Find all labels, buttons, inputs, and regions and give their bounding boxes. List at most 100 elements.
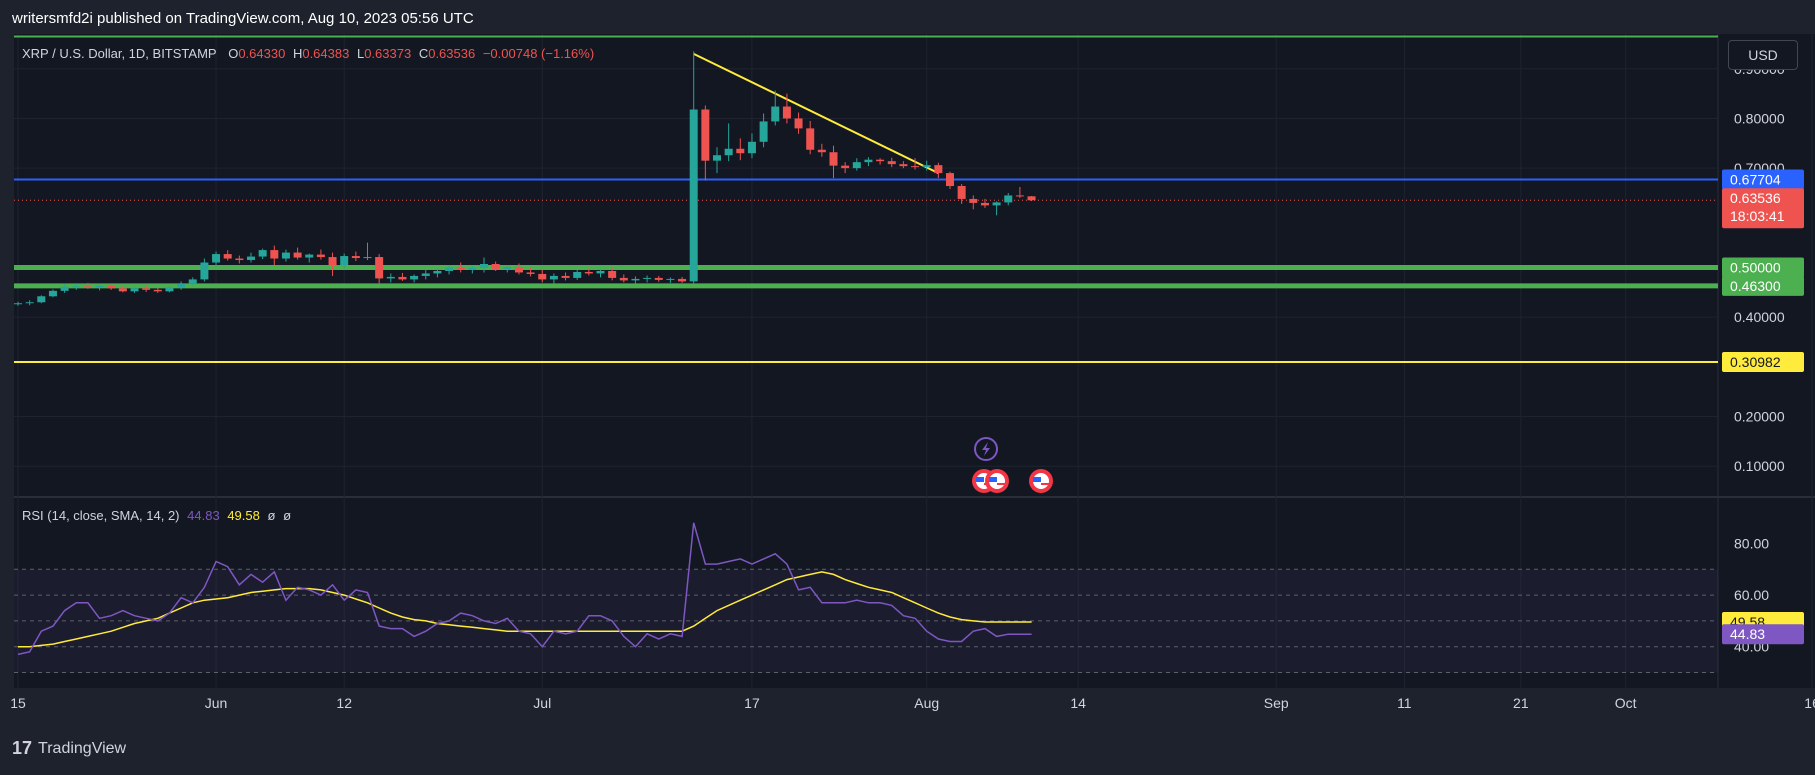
candle-body <box>771 106 780 122</box>
candle-body <box>60 286 69 291</box>
candle-body <box>95 285 104 288</box>
tradingview-logo-icon[interactable]: 17 <box>12 738 33 758</box>
symbol-legend: XRP / U.S. Dollar, 1D, BITSTAMP O0.64330… <box>22 46 598 61</box>
candle-body <box>177 283 186 288</box>
rsi-label[interactable]: RSI (14, close, SMA, 14, 2) <box>22 508 180 523</box>
candle-body <box>887 161 896 165</box>
candle-body <box>631 278 640 281</box>
candle-body <box>142 288 151 290</box>
open-label: O <box>228 46 239 61</box>
candle-body <box>608 270 617 278</box>
price-tick-label: 0.20000 <box>1734 409 1785 425</box>
candle-body <box>911 166 920 168</box>
rsi-legend-value: 44.83 <box>187 508 220 523</box>
x-tick-label: 16 <box>1804 695 1815 711</box>
support-high-price-label: 0.50000 <box>1730 259 1781 275</box>
yellow-line-price-label-box <box>1722 351 1804 372</box>
candle-body <box>654 277 663 280</box>
x-tick-label: 14 <box>1070 695 1086 711</box>
rsi-sma-legend-value: 49.58 <box>227 508 260 523</box>
candle-body <box>83 286 92 288</box>
candle-body <box>992 202 1001 206</box>
candle-body <box>701 109 710 161</box>
flag-canton <box>1033 477 1041 482</box>
candle-body <box>363 257 372 259</box>
low-value: 0.63373 <box>364 46 412 61</box>
candle-body <box>584 271 593 274</box>
candle-body <box>421 273 430 276</box>
symbol-name[interactable]: XRP / U.S. Dollar, 1D, BITSTAMP <box>22 46 217 61</box>
candle-body <box>200 262 209 280</box>
tradingview-brand[interactable]: TradingView <box>38 739 127 757</box>
footer: 17 TradingView <box>12 738 126 759</box>
currency-button[interactable]: USD <box>1728 40 1798 70</box>
candle-body <box>270 250 279 259</box>
candle-body <box>165 287 174 292</box>
candle-body <box>678 278 687 282</box>
low-label: L <box>356 46 365 61</box>
rsi-tick-label: 60.00 <box>1734 587 1769 603</box>
candle-body <box>25 302 34 304</box>
candle-body <box>899 164 908 167</box>
candle-body <box>596 270 605 274</box>
candle-body <box>118 288 127 292</box>
candle-body <box>14 303 22 305</box>
x-tick-label: Aug <box>914 695 939 711</box>
candle-body <box>922 165 931 168</box>
candle-body <box>689 109 698 282</box>
rsi-line <box>17 522 1032 656</box>
current-price-box <box>1722 188 1804 229</box>
candle-body <box>829 152 838 166</box>
candle-body <box>573 271 582 278</box>
change-value: −0.00748 (−1.16%) <box>482 46 595 61</box>
candle-body <box>375 257 384 279</box>
candle-body <box>398 276 407 280</box>
candle-body <box>223 254 232 259</box>
candle-body <box>281 252 290 259</box>
candle-body <box>1015 195 1024 197</box>
high-value: 0.64383 <box>302 46 350 61</box>
candle-body <box>107 285 116 289</box>
candle-body <box>48 290 57 297</box>
candle-body <box>969 198 978 203</box>
price-tick-label: 0.10000 <box>1734 458 1785 474</box>
candle-body <box>503 266 512 269</box>
candle-body <box>946 173 954 187</box>
close-value: 0.63536 <box>428 46 476 61</box>
x-tick-label: 21 <box>1513 695 1529 711</box>
candle-body <box>445 267 454 271</box>
current-price-label: 0.63536 <box>1730 190 1781 206</box>
rsi-sma-line <box>18 571 1032 648</box>
high-label: H <box>292 46 303 61</box>
candle-body <box>188 279 197 284</box>
rsi-price-label-box <box>1722 624 1804 645</box>
candle-body <box>351 256 360 259</box>
candle-body <box>37 296 46 303</box>
price-tick-label: 0.80000 <box>1734 110 1785 126</box>
countdown-label: 18:03:41 <box>1730 208 1785 224</box>
candle-body <box>316 254 325 258</box>
candle-body <box>433 270 442 274</box>
candle-body <box>713 155 721 161</box>
candle-body <box>153 289 162 292</box>
support-low-price-label: 0.46300 <box>1730 278 1781 294</box>
yellow-line-price-label: 0.30982 <box>1730 354 1781 370</box>
support-high-price-label-box <box>1722 257 1804 278</box>
x-tick-label: Sep <box>1264 695 1289 711</box>
x-tick-label: 11 <box>1397 695 1412 711</box>
candle-body <box>549 275 558 280</box>
candle-body <box>305 254 314 258</box>
candle-body <box>852 162 861 169</box>
candle-body <box>980 202 989 206</box>
candle-body <box>480 264 488 268</box>
candle-body <box>212 254 221 263</box>
candle-body <box>247 256 255 261</box>
candle-body <box>130 288 139 292</box>
publisher-caption: writersmfd2i published on TradingView.co… <box>12 10 474 27</box>
candle-body <box>864 159 873 163</box>
candle-body <box>410 275 419 280</box>
candle-body <box>841 165 850 169</box>
candle-body <box>724 148 733 156</box>
